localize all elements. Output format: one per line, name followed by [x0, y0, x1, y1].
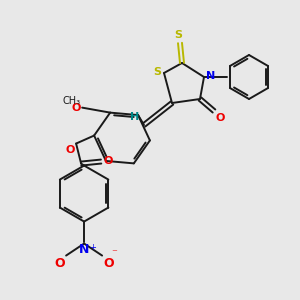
Text: O: O: [66, 145, 75, 154]
Text: O: O: [103, 256, 114, 270]
Text: S: S: [174, 30, 182, 40]
Text: S: S: [153, 67, 161, 77]
Text: O: O: [216, 113, 225, 123]
Text: O: O: [55, 256, 65, 270]
Text: O: O: [103, 156, 112, 166]
Text: O: O: [72, 103, 81, 112]
Text: +: +: [89, 243, 96, 252]
Text: CH₃: CH₃: [62, 96, 80, 106]
Text: N: N: [79, 243, 89, 256]
Text: N: N: [206, 71, 215, 81]
Text: ⁻: ⁻: [111, 249, 117, 259]
Text: H: H: [130, 112, 139, 122]
